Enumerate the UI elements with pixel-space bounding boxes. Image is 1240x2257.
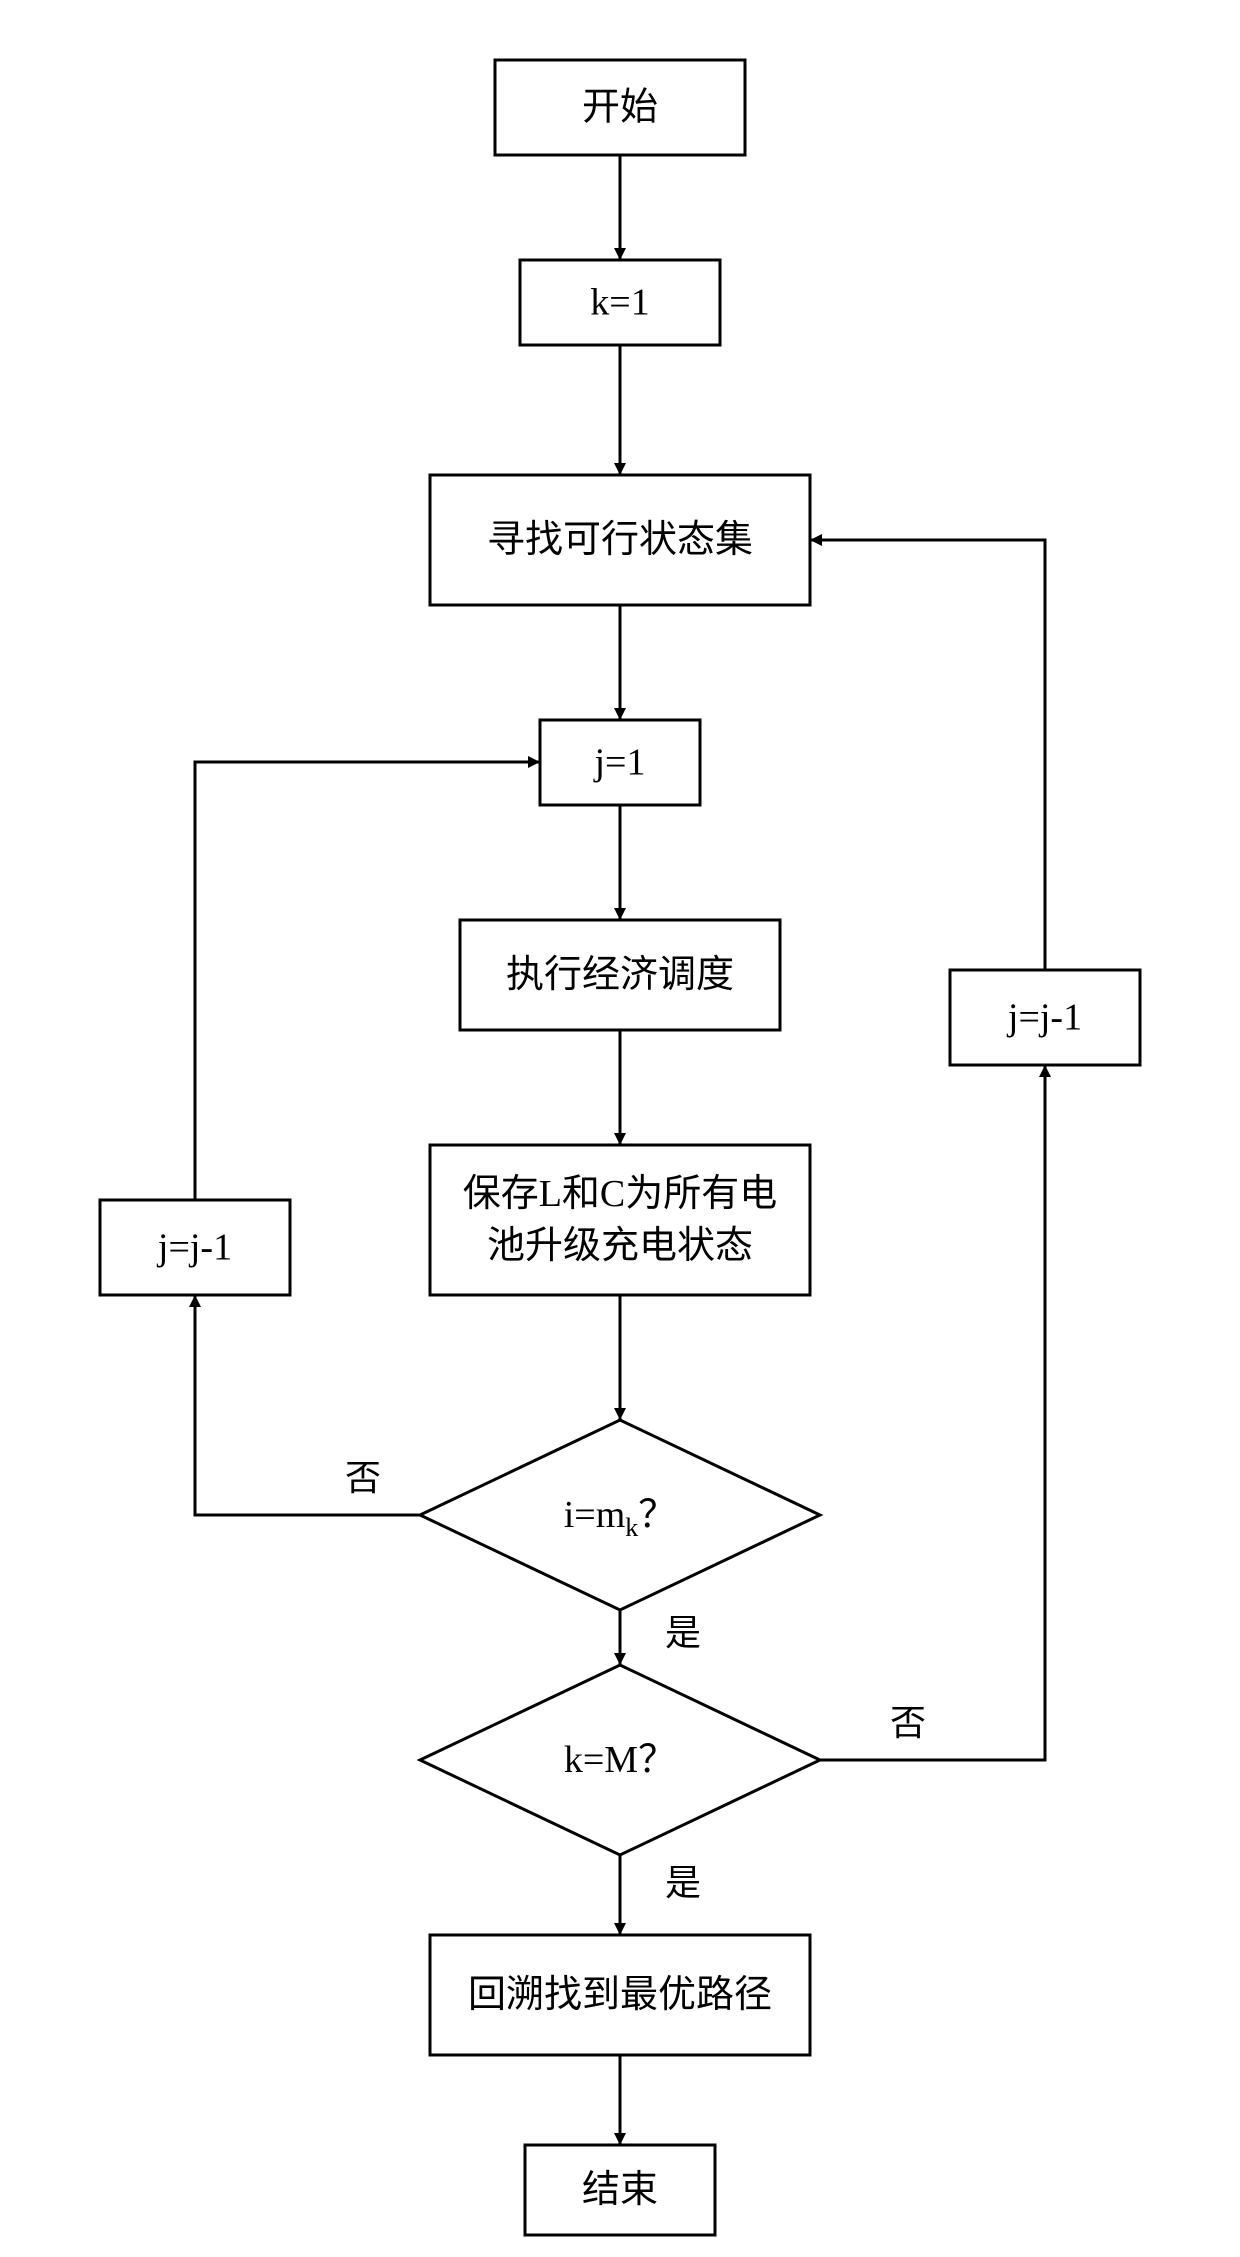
node-label-k1: k=1 xyxy=(590,282,649,324)
node-label-end: 结束 xyxy=(582,2169,658,2211)
node-label-find: 寻找可行状态集 xyxy=(487,519,753,561)
node-start: 开始 xyxy=(495,60,745,155)
node-label-save-line1: 保存L和C为所有电 xyxy=(463,1173,778,1215)
node-label-j1: j=1 xyxy=(593,742,646,784)
edge-label-d2-right: 否 xyxy=(890,1703,926,1743)
node-label-left: j=j-1 xyxy=(156,1227,232,1269)
node-save: 保存L和C为所有电池升级充电状态 xyxy=(430,1145,810,1295)
node-label-back: 回溯找到最优路径 xyxy=(468,1974,772,2016)
node-label-right: j=j-1 xyxy=(1006,997,1082,1039)
node-label-save-line2: 池升级充电状态 xyxy=(487,1225,753,1267)
node-label-d2: k=M？ xyxy=(564,1739,676,1781)
node-left: j=j-1 xyxy=(100,1200,290,1295)
node-j1: j=1 xyxy=(540,720,700,805)
edge-label-d1-left: 否 xyxy=(345,1458,381,1498)
node-label-exec: 执行经济调度 xyxy=(506,954,734,996)
edge-right-find xyxy=(810,540,1045,970)
node-back: 回溯找到最优路径 xyxy=(430,1935,810,2055)
node-d2: k=M？ xyxy=(420,1665,820,1855)
node-label-start: 开始 xyxy=(582,87,658,129)
node-k1: k=1 xyxy=(520,260,720,345)
node-label-d1: i=mk？ xyxy=(564,1494,677,1542)
node-d1: i=mk？ xyxy=(420,1420,820,1610)
edge-label-d1-d2: 是 xyxy=(665,1613,701,1653)
node-find: 寻找可行状态集 xyxy=(430,475,810,605)
edge-d1-left xyxy=(195,1295,420,1515)
node-right: j=j-1 xyxy=(950,970,1140,1065)
edge-d2-right xyxy=(820,1065,1045,1760)
node-exec: 执行经济调度 xyxy=(460,920,780,1030)
edge-label-d2-back: 是 xyxy=(665,1863,701,1903)
node-end: 结束 xyxy=(525,2145,715,2235)
